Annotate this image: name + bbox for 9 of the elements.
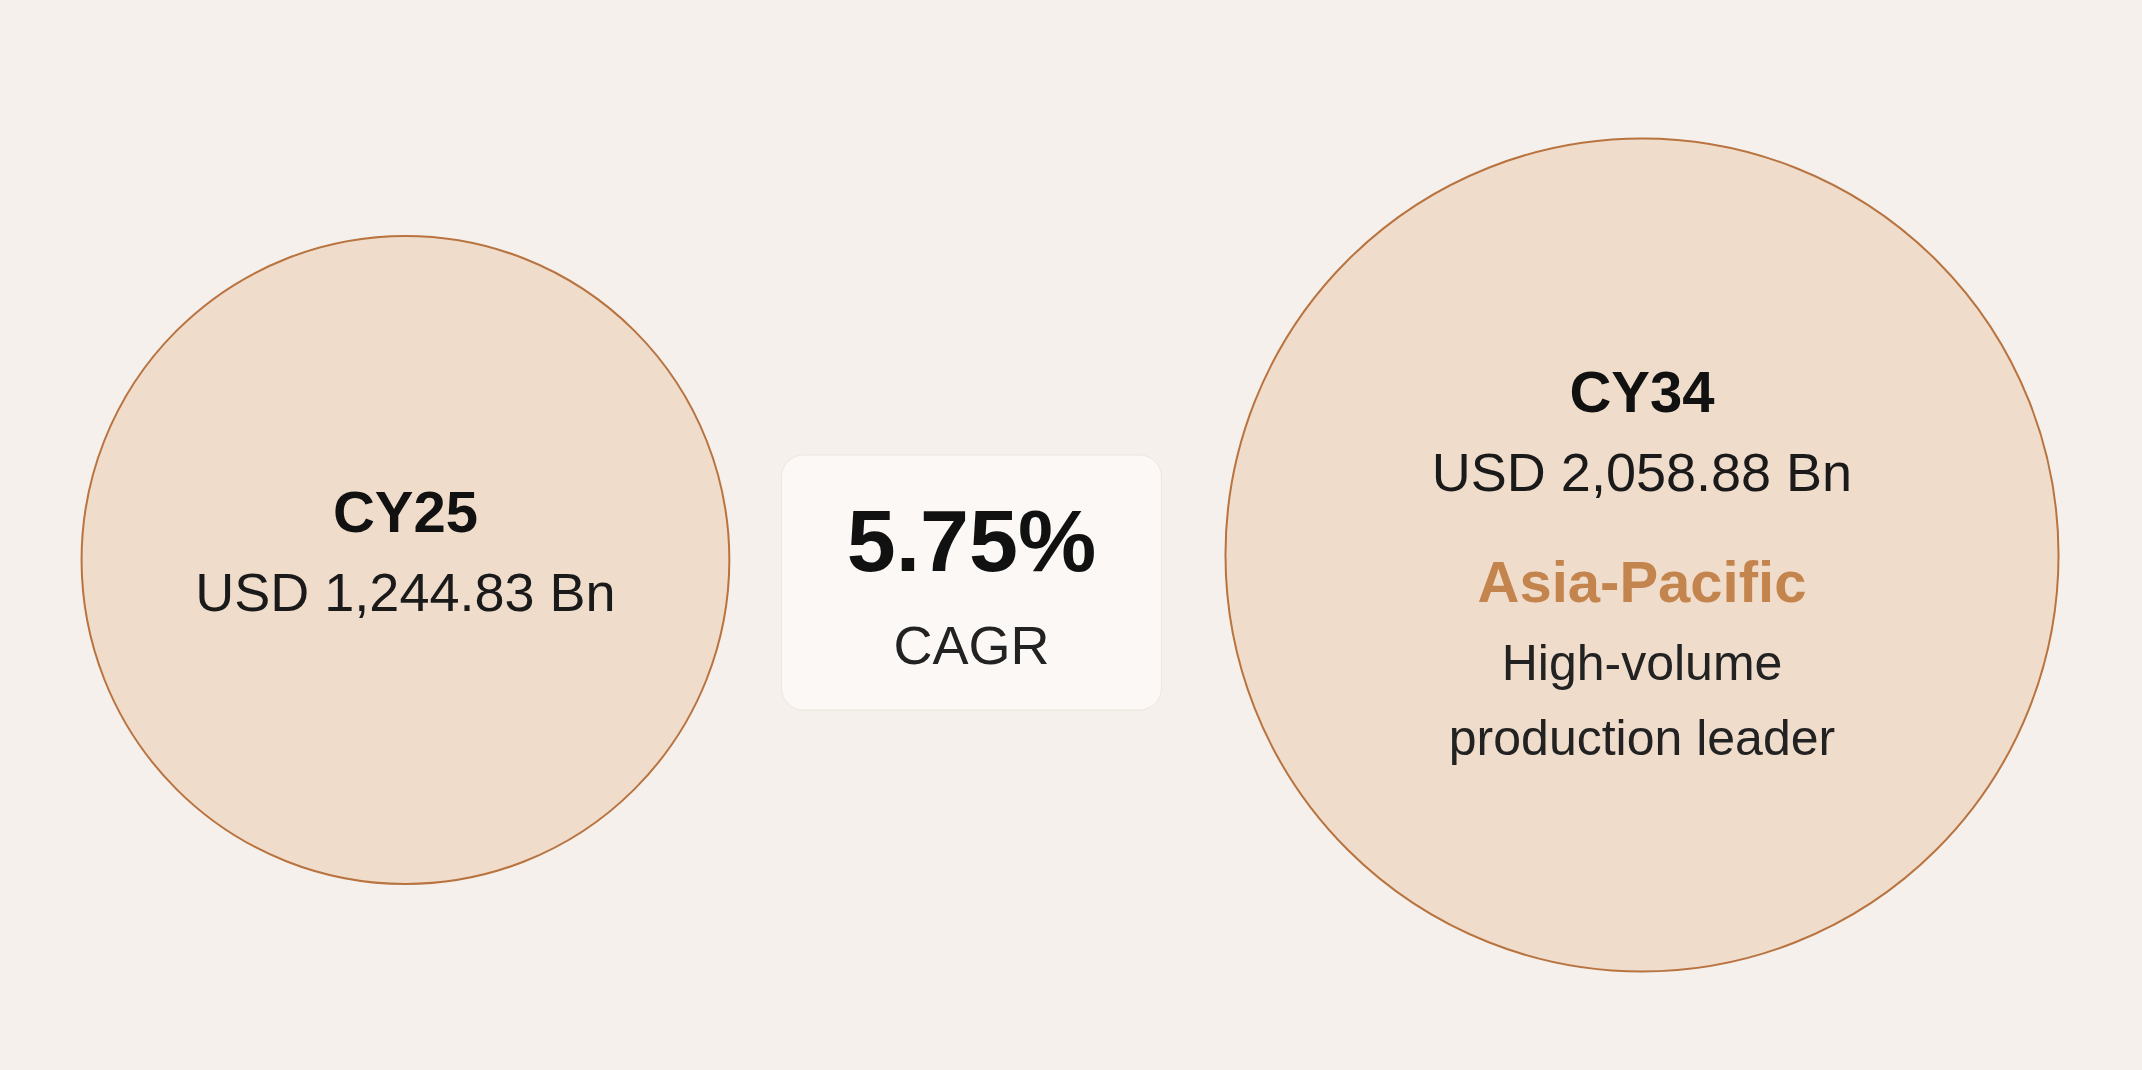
category-label: CY25 xyxy=(332,479,478,544)
text: High-volume xyxy=(1501,635,1783,691)
text: production leader xyxy=(1448,710,1836,766)
category-label: CY34 xyxy=(1569,359,1715,424)
data-label: USD 1,244.83 Bn xyxy=(195,562,616,622)
text: CAGR xyxy=(893,615,1050,675)
data-label: USD 2,058.88 Bn xyxy=(1431,442,1853,502)
text: Asia-Pacific xyxy=(1477,549,1807,614)
text: 5.75% xyxy=(846,491,1097,590)
